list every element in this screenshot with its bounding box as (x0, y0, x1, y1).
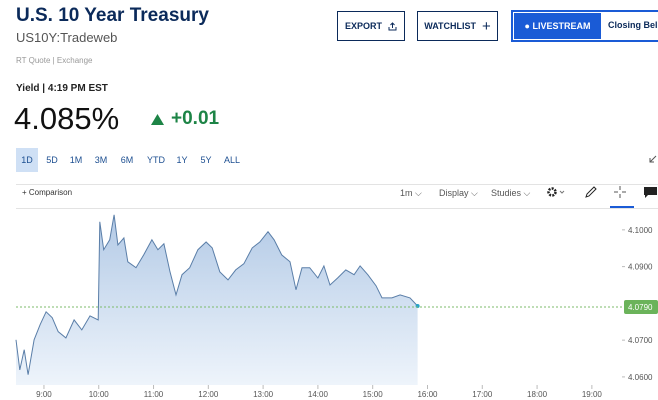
range-button[interactable]: 1D (16, 148, 38, 172)
x-tick-label: 13:00 (253, 390, 274, 399)
range-button[interactable]: YTD (147, 155, 165, 165)
crosshair-icon[interactable] (613, 185, 627, 199)
range-button[interactable]: 6M (120, 155, 134, 165)
x-tick-label: 17:00 (472, 390, 493, 399)
livestream-label: LIVESTREAM (532, 21, 591, 31)
livestream-box[interactable]: ● LIVESTREAM Closing Bel (511, 10, 658, 42)
plus-icon: + (482, 17, 491, 35)
x-tick-label: 9:00 (36, 390, 52, 399)
export-button[interactable]: EXPORT (337, 11, 405, 41)
up-arrow (151, 114, 164, 125)
active-tab (610, 206, 634, 208)
expand-icon[interactable] (648, 154, 658, 164)
settings-icon[interactable] (546, 186, 568, 198)
title: U.S. 10 Year Treasury (16, 5, 209, 26)
range-button[interactable]: 5D (46, 155, 58, 165)
y-tick-label: 4.1000 (628, 226, 653, 235)
studies-button[interactable]: Studies ⌵ (491, 188, 531, 198)
y-tick-label: 4.0700 (628, 336, 653, 345)
line (15, 214, 418, 375)
range-button[interactable]: 5Y (200, 155, 212, 165)
interval-label: 1m (400, 188, 413, 198)
range-button[interactable]: 1M (69, 155, 83, 165)
comparison-button[interactable]: + Comparison (22, 188, 73, 197)
quote-price: 4.085% (14, 101, 120, 136)
y-tick-label: 4.0600 (628, 373, 653, 382)
studies-label: Studies (491, 188, 522, 198)
x-tick-label: 15:00 (363, 390, 384, 399)
watchlist-button[interactable]: WATCHLIST + (417, 11, 498, 41)
livestream-button[interactable]: ● LIVESTREAM (514, 13, 601, 39)
draw-icon[interactable] (584, 185, 598, 199)
x-tick-label: 11:00 (144, 390, 164, 399)
interval-button[interactable]: 1m ⌵ (400, 188, 422, 198)
quote-label: Yield | 4:19 PM EST (16, 83, 108, 94)
comment-icon[interactable] (643, 186, 658, 198)
last-price-label: 4.0790 (628, 303, 653, 312)
x-tick-label: 16:00 (417, 390, 438, 399)
watchlist-label: WATCHLIST (424, 21, 477, 31)
last-price-box (624, 300, 658, 315)
closing-bell: Closing Bel (608, 20, 658, 30)
x-tick-label: 19:00 (582, 390, 603, 399)
x-tick-label: 14:00 (308, 390, 329, 399)
x-tick-label: 18:00 (527, 390, 548, 399)
divider (16, 184, 658, 185)
area (16, 214, 418, 385)
x-tick-label: 10:00 (89, 390, 110, 399)
display-button[interactable]: Display ⌵ (439, 188, 478, 198)
source: RT Quote | Exchange (16, 56, 93, 65)
export-label: EXPORT (344, 21, 382, 31)
quote-change: +0.01 (171, 108, 220, 129)
range-button[interactable]: ALL (223, 155, 240, 165)
export-icon (388, 21, 397, 30)
comparison-label: Comparison (28, 188, 73, 197)
x-tick-label: 12:00 (198, 390, 219, 399)
display-label: Display (439, 188, 469, 198)
divider (16, 208, 658, 209)
range-button[interactable]: 3M (94, 155, 108, 165)
symbol: US10Y:Tradeweb (16, 30, 118, 45)
range-button[interactable]: 1Y (176, 155, 188, 165)
y-tick-label: 4.0900 (628, 263, 653, 272)
